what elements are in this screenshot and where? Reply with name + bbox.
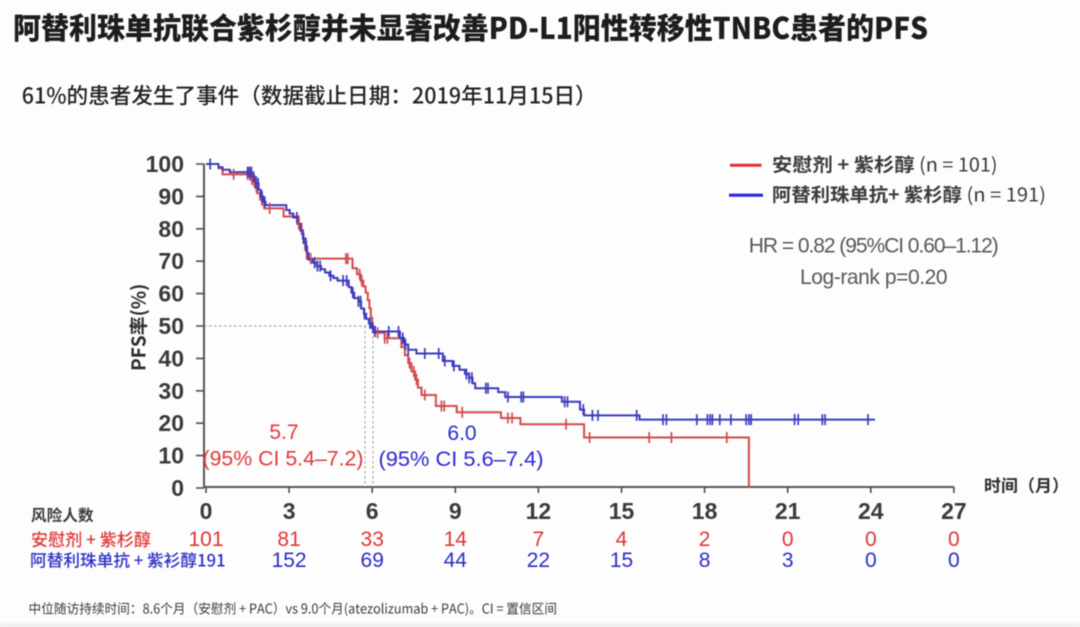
- svg-text:3: 3: [782, 549, 794, 572]
- svg-text:50: 50: [158, 313, 184, 339]
- svg-text:5.7: 5.7: [269, 421, 298, 444]
- svg-text:90: 90: [158, 183, 184, 209]
- svg-text:2: 2: [699, 528, 711, 551]
- svg-text:152: 152: [272, 549, 307, 572]
- svg-text:(95% CI 5.6–7.4): (95% CI 5.6–7.4): [379, 448, 544, 471]
- svg-text:0: 0: [948, 528, 960, 551]
- svg-text:101: 101: [188, 528, 223, 551]
- svg-text:6.0: 6.0: [447, 422, 476, 445]
- svg-text:81: 81: [277, 528, 300, 551]
- svg-text:9: 9: [449, 498, 462, 524]
- svg-text:33: 33: [361, 528, 384, 551]
- svg-text:3: 3: [283, 498, 296, 524]
- svg-text:27: 27: [941, 498, 967, 524]
- svg-text:0: 0: [865, 549, 877, 572]
- svg-text:44: 44: [444, 549, 468, 572]
- svg-text:22: 22: [527, 549, 550, 572]
- svg-text:80: 80: [158, 216, 184, 242]
- svg-text:60: 60: [158, 281, 184, 307]
- svg-text:12: 12: [526, 498, 552, 524]
- svg-text:30: 30: [158, 378, 184, 404]
- svg-text:7: 7: [533, 528, 545, 551]
- svg-text:70: 70: [158, 248, 184, 274]
- svg-text:15: 15: [610, 549, 633, 572]
- svg-text:0: 0: [171, 475, 184, 501]
- svg-text:18: 18: [692, 498, 718, 524]
- svg-text:4: 4: [616, 528, 628, 551]
- svg-text:(95% CI 5.4–7.2): (95% CI 5.4–7.2): [203, 448, 364, 471]
- svg-text:69: 69: [361, 549, 384, 572]
- svg-text:0: 0: [865, 528, 877, 551]
- svg-text:Log-rank p=0.20: Log-rank p=0.20: [800, 266, 948, 289]
- svg-text:0: 0: [200, 498, 213, 524]
- svg-text:40: 40: [158, 345, 184, 371]
- svg-text:8: 8: [699, 549, 711, 572]
- svg-text:10: 10: [158, 443, 184, 469]
- svg-text:HR = 0.82 (95%CI 0.60–1.12): HR = 0.82 (95%CI 0.60–1.12): [749, 235, 999, 258]
- svg-text:0: 0: [948, 549, 960, 572]
- svg-text:20: 20: [158, 410, 184, 436]
- svg-text:15: 15: [609, 498, 635, 524]
- svg-text:21: 21: [775, 498, 801, 524]
- svg-text:14: 14: [444, 528, 468, 551]
- svg-text:100: 100: [146, 151, 184, 177]
- svg-text:24: 24: [858, 498, 884, 524]
- svg-text:6: 6: [366, 498, 379, 524]
- svg-text:0: 0: [782, 528, 794, 551]
